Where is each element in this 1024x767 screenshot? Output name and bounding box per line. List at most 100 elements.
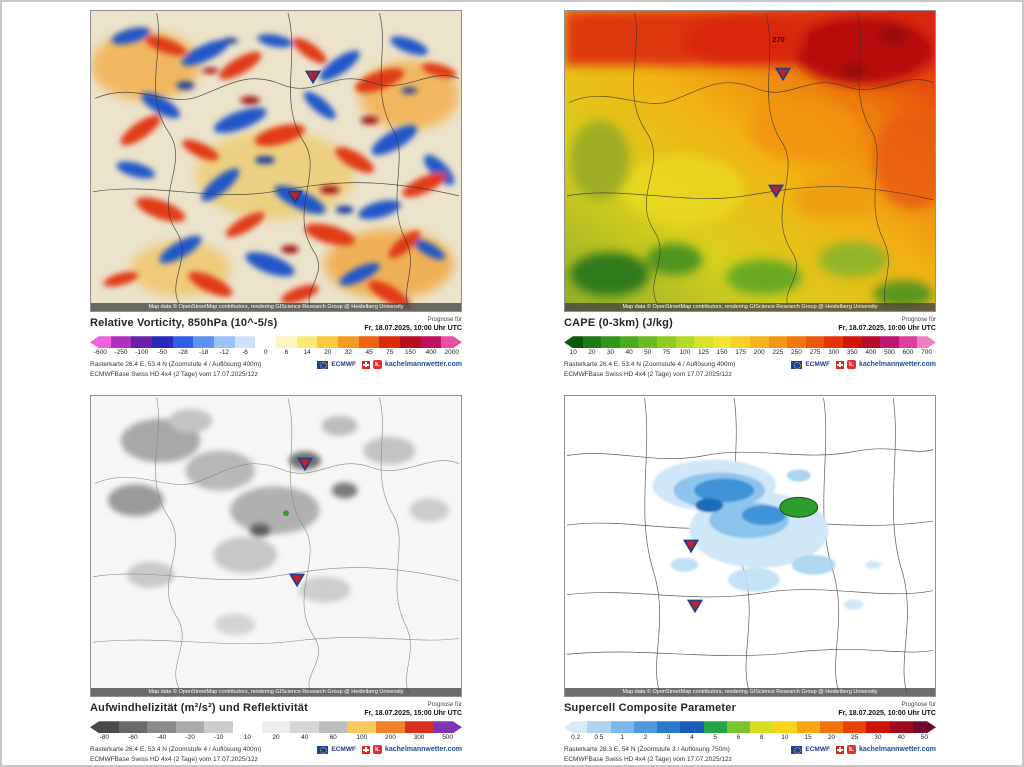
color-scale-tick: 40 — [897, 734, 905, 742]
color-scale-segment — [235, 336, 256, 348]
location-marker-icon — [682, 539, 699, 554]
color-scale-segment — [620, 336, 639, 348]
color-scale-tick: 75 — [662, 349, 670, 357]
color-scale-segment — [773, 721, 796, 733]
color-scale-tick: 175 — [735, 349, 747, 357]
color-scale-segment — [376, 721, 405, 733]
color-scale-tick: 5 — [713, 734, 717, 742]
swiss-flag-icon — [361, 745, 370, 754]
color-scale-segment — [890, 721, 913, 733]
location-marker-icon — [288, 573, 305, 587]
color-scale-tick: 200 — [753, 349, 765, 357]
color-scale-segment — [317, 336, 338, 348]
map-meta: Rasterkarte 28.3 E, 54 N (Zoomstufe 3 / … — [564, 745, 732, 764]
k-dot-icon: k. — [372, 360, 382, 370]
panel-title: Supercell Composite Parameter — [564, 702, 737, 714]
panel-title: Relative Vorticity, 850hPa (10^-5/s) — [90, 317, 278, 329]
swiss-flag-icon — [361, 360, 370, 369]
kachelmann-logo: k. kachelmannwetter.com — [835, 745, 936, 755]
panel-updraft-helicity: Map data © OpenStreetMap contributors, r… — [90, 395, 462, 764]
color-scale-tick: 400 — [425, 349, 437, 357]
panel-cape: 270 Map data © OpenStreetMap contributor… — [564, 10, 936, 379]
color-scale-tick: -600 — [93, 349, 107, 357]
color-scale-tick: -12 — [219, 349, 230, 357]
color-scale-tick: 50 — [920, 734, 928, 742]
color-scale-tick: 300 — [413, 734, 425, 742]
color-scale-tick: 100 — [356, 734, 368, 742]
forecast-time: Prognose für Fr, 18.07.2025, 10:00 Uhr U… — [364, 317, 462, 333]
color-scale-segment — [880, 336, 899, 348]
color-scale-tick: -28 — [178, 349, 188, 357]
color-scale-tick: 0.5 — [594, 734, 604, 742]
color-scale-tick: 60 — [329, 734, 337, 742]
panel-title: CAPE (0-3km) (J/kg) — [564, 317, 673, 329]
map-attribution: Map data © OpenStreetMap contributors, r… — [91, 688, 461, 696]
site-label: kachelmannwetter.com — [858, 746, 936, 754]
eu-flag-icon — [317, 360, 329, 370]
map-meta: Rasterkarte 26.4 E, 53.4 N (Zoomstufe 4 … — [564, 360, 735, 379]
site-label: kachelmannwetter.com — [384, 361, 462, 369]
map-meta-line1: Rasterkarte 26.4 E, 53.4 N (Zoomstufe 4 … — [90, 361, 262, 369]
location-marker-icon — [767, 184, 784, 199]
color-scale-segment — [843, 721, 866, 733]
color-scale-segment — [319, 721, 348, 733]
vorticity-map-art — [91, 11, 461, 311]
color-scale-segment — [433, 721, 462, 733]
forecast-time: Prognose für Fr, 18.07.2025, 10:00 Uhr U… — [838, 702, 936, 718]
color-scale-segment — [119, 721, 148, 733]
color-scale-tick: 30 — [606, 349, 615, 357]
map-meta-line1: Rasterkarte 26.4 E, 53.4 N (Zoomstufe 4 … — [564, 361, 736, 369]
color-scale-tick: 20 — [827, 734, 835, 742]
color-scale-segment — [638, 336, 657, 348]
color-scale-tick: 0.2 — [571, 734, 581, 742]
color-scale-segment — [824, 336, 843, 348]
cape-value-label: 270 — [772, 35, 785, 44]
color-scale-segment — [694, 336, 713, 348]
forecast-time-value: Fr, 18.07.2025, 10:00 Uhr UTC — [838, 324, 936, 332]
color-scale-segment — [657, 336, 676, 348]
color-scale-tick: 20 — [324, 349, 332, 357]
color-scale-tick: 250 — [790, 349, 802, 357]
vorticity-map: Map data © OpenStreetMap contributors, r… — [90, 10, 462, 312]
forecast-time: Prognose für Fr, 18.07.2025, 15:00 Uhr U… — [364, 702, 462, 718]
map-attribution: Map data © OpenStreetMap contributors, r… — [565, 303, 935, 311]
color-scale-tick: 500 — [442, 734, 454, 742]
color-scale-tick: 25 — [851, 734, 859, 742]
map-attribution: Map data © OpenStreetMap contributors, r… — [565, 688, 935, 696]
color-scale-segment — [657, 721, 680, 733]
map-meta-line2: ECMWFBase Swiss HD 4x4 (2 Tage) vom 17.0… — [90, 370, 258, 378]
location-marker-icon — [304, 70, 322, 85]
cape-map: 270 Map data © OpenStreetMap contributor… — [564, 10, 936, 312]
color-scale-tick: 14 — [303, 349, 311, 357]
supercell-map: Map data © OpenStreetMap contributors, r… — [564, 395, 936, 697]
site-label: kachelmannwetter.com — [384, 746, 462, 754]
color-scale-tick: 15 — [804, 734, 812, 742]
color-scale-segment — [634, 721, 657, 733]
k-dot-icon: k. — [846, 360, 856, 370]
color-scale-segment — [400, 336, 421, 348]
color-scale-tick: 2000 — [444, 349, 459, 357]
kachelmann-logo: k. kachelmannwetter.com — [361, 360, 462, 370]
eu-flag-icon — [791, 360, 803, 370]
color-scale-segment — [421, 336, 442, 348]
ecmwf-logo: ECMWF — [317, 745, 356, 755]
color-scale-tick: 275 — [809, 349, 821, 357]
color-scale-segment — [704, 721, 727, 733]
color-scale-tick: -250 — [114, 349, 128, 357]
color-scale-segment — [713, 336, 732, 348]
ecmwf-logo: ECMWF — [317, 360, 356, 370]
color-scale-tick: -40 — [156, 734, 167, 742]
forecast-time-label: Prognose für — [901, 317, 936, 323]
color-scale-tick: 350 — [846, 349, 858, 357]
color-scale-segment — [611, 721, 634, 733]
forecast-time-value: Fr, 18.07.2025, 10:00 Uhr UTC — [838, 709, 936, 717]
color-scale-tick: -6 — [242, 349, 248, 357]
cape-map-art — [565, 11, 935, 311]
forecast-time-label: Prognose für — [427, 317, 462, 323]
color-scale-tick: 4 — [690, 734, 694, 742]
ecmwf-logo: ECMWF — [791, 745, 830, 755]
color-scale-tick: 8 — [759, 734, 764, 742]
color-scale-segment — [359, 336, 380, 348]
color-scale-tick: 400 — [865, 349, 877, 357]
location-marker-icon — [686, 599, 703, 614]
